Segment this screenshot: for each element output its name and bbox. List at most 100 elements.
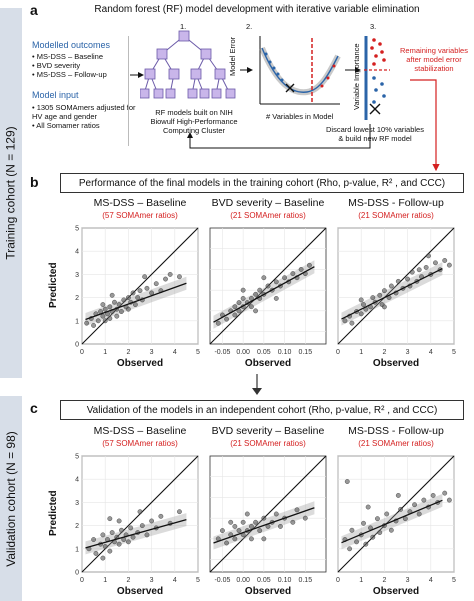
- data-point: [349, 527, 355, 533]
- data-point: [361, 302, 366, 307]
- data-point: [130, 534, 136, 540]
- x-tick-label: 0.10: [278, 577, 292, 584]
- input-heading: Model input: [32, 90, 79, 100]
- x-tick-label: 2: [126, 349, 130, 356]
- x-tick-label: 4: [173, 349, 177, 356]
- plot-subtitle: (21 SOMAmer ratios): [230, 439, 306, 448]
- x-tick-label: 2: [382, 577, 386, 584]
- data-point: [240, 519, 246, 525]
- plot-subtitle: (21 SOMAmer ratios): [230, 211, 306, 220]
- data-point: [116, 541, 122, 547]
- x-tick-label: 5: [452, 349, 456, 356]
- x-tick-label: 1: [359, 577, 363, 584]
- workflow-arrows: [130, 67, 440, 172]
- data-point: [137, 288, 143, 294]
- data-point: [395, 278, 401, 284]
- step3-number: 3.: [370, 22, 377, 31]
- data-point: [240, 296, 246, 301]
- x-tick-label: 3: [150, 577, 154, 584]
- data-point: [149, 518, 155, 524]
- data-point: [244, 511, 250, 517]
- observed-axis-label: Observed: [244, 586, 292, 597]
- data-point: [253, 291, 258, 297]
- step1-number: 1.: [180, 22, 187, 31]
- decision-tree-diagram: [140, 30, 236, 99]
- data-point: [370, 534, 376, 540]
- data-point: [365, 504, 371, 510]
- y-tick-label: 0: [75, 342, 79, 349]
- data-point: [298, 267, 304, 272]
- data-point: [412, 502, 417, 508]
- data-point: [177, 274, 182, 280]
- x-tick-label: 0.00: [236, 349, 250, 356]
- model-error-diagram: [259, 36, 341, 105]
- step2-number: 2.: [246, 22, 253, 31]
- data-point: [370, 295, 376, 300]
- data-point: [409, 269, 415, 275]
- data-point: [253, 519, 258, 525]
- data-point: [220, 528, 225, 533]
- data-point: [273, 511, 279, 517]
- data-point: [430, 493, 436, 498]
- data-point: [144, 532, 150, 538]
- data-point: [421, 497, 427, 503]
- x-tick-label: 0.15: [298, 577, 312, 584]
- plot-subtitle: (21 SOMAmer ratios): [358, 211, 434, 220]
- plot-subtitle: (57 SOMAmer ratios): [102, 211, 178, 220]
- data-point: [278, 524, 283, 529]
- plot-subtitle: (21 SOMAmer ratios): [358, 439, 434, 448]
- plot-title: MS-DSS - Follow-up: [348, 197, 444, 209]
- data-point: [257, 287, 263, 293]
- y-tick-label: 3: [75, 500, 79, 507]
- x-tick-label: 1: [359, 349, 363, 356]
- data-point: [273, 296, 279, 301]
- data-point: [249, 304, 254, 310]
- data-point: [388, 527, 394, 533]
- data-point: [249, 524, 254, 529]
- data-point: [290, 519, 296, 525]
- data-point: [93, 551, 99, 556]
- data-point: [116, 302, 122, 307]
- data-point: [358, 311, 364, 317]
- plot-title: MS-DSS - Follow-up: [348, 425, 444, 437]
- x-tick-label: 3: [406, 577, 410, 584]
- data-point: [307, 262, 312, 268]
- data-point: [107, 516, 113, 522]
- plot-subtitle: (57 SOMAmer ratios): [102, 439, 178, 448]
- outcome-item: • MS-DSS – Follow-up: [32, 70, 107, 79]
- data-point: [125, 295, 131, 300]
- panel-c-title: Validation of the models in an independe…: [60, 400, 464, 420]
- data-point: [107, 548, 113, 554]
- data-point: [446, 262, 452, 268]
- x-tick-label: 0.15: [298, 349, 312, 356]
- x-tick-label: 2: [382, 349, 386, 356]
- identity-line: [209, 455, 327, 573]
- step3-note: Remaining variables after model error st…: [400, 46, 468, 73]
- data-point: [121, 297, 127, 303]
- y-tick-label: 2: [75, 295, 79, 302]
- data-point: [91, 323, 97, 328]
- x-tick-label: 0: [80, 577, 84, 584]
- data-point: [114, 313, 120, 319]
- data-point: [102, 306, 108, 312]
- plot-title: BVD severity – Baseline: [211, 425, 325, 437]
- y-tick-label: 1: [75, 546, 79, 553]
- identity-line: [337, 455, 455, 573]
- panel-b-title: Performance of the final models in the t…: [60, 173, 464, 193]
- outcomes-heading: Modelled outcomes: [32, 40, 111, 50]
- x-tick-label: 3: [150, 349, 154, 356]
- data-point: [426, 253, 431, 259]
- identity-line: [81, 227, 199, 345]
- data-point: [388, 283, 394, 289]
- data-point: [91, 537, 97, 542]
- data-point: [125, 539, 131, 545]
- data-point: [125, 306, 131, 312]
- data-point: [433, 260, 438, 266]
- outcome-item: • BVD severity: [32, 61, 81, 70]
- data-point: [232, 312, 238, 318]
- data-point: [102, 318, 108, 324]
- data-point: [377, 292, 383, 298]
- panel-b-letter: b: [30, 174, 39, 190]
- x-tick-label: 0.10: [278, 349, 292, 356]
- data-point: [130, 290, 136, 296]
